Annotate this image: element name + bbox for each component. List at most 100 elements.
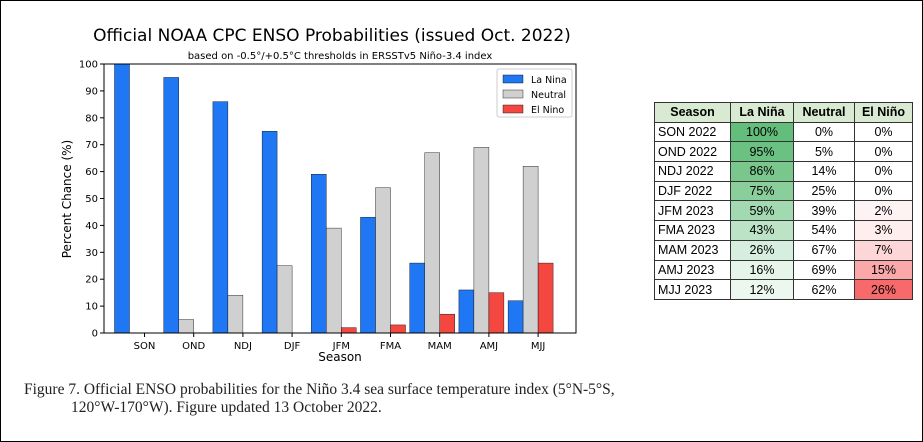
x-tick-label: OND [182, 341, 205, 352]
header-la-nina: La Niña [730, 102, 794, 123]
cell-season: JFM 2023 [654, 200, 731, 222]
cell-la-nina: 16% [730, 259, 794, 281]
bar-la-nina-mam [409, 262, 425, 334]
cell-season: SON 2022 [654, 121, 731, 143]
header-neutral: Neutral [793, 102, 855, 123]
legend-swatch-neutral [502, 89, 524, 99]
cell-neutral: 69% [793, 259, 855, 281]
cell-neutral: 0% [793, 121, 855, 143]
table-row: SON 2022 100% 0% 0% [654, 121, 913, 143]
y-tick-label: 10 [85, 302, 98, 313]
cell-el-nino: 0% [854, 180, 913, 202]
y-tick-label: 30 [85, 248, 98, 259]
cell-el-nino: 0% [854, 161, 913, 182]
y-tick-label: 60 [85, 167, 98, 178]
x-axis-label: Season [318, 350, 362, 364]
table-row: OND 2022 95% 5% 0% [654, 141, 913, 163]
caption-line-1: Figure 7. Official ENSO probabilities fo… [24, 381, 615, 398]
legend-swatch-la-nina [502, 74, 524, 84]
cell-la-nina: 59% [730, 200, 794, 222]
cell-season: MAM 2023 [654, 239, 731, 261]
bar-neutral-fma [375, 187, 391, 334]
bar-la-nina-jfm [311, 174, 327, 334]
cell-el-nino: 15% [854, 259, 913, 281]
figure-caption: Figure 7. Official ENSO probabilities fo… [24, 381, 664, 417]
bar-neutral-ndj [227, 295, 244, 334]
cell-season: MJJ 2023 [654, 279, 731, 300]
cell-neutral: 5% [793, 141, 855, 163]
x-tick-label: DJF [284, 341, 301, 352]
table-row: MAM 2023 26% 67% 7% [654, 239, 913, 261]
cell-neutral: 54% [793, 220, 855, 241]
cell-neutral: 39% [793, 200, 855, 222]
bar-neutral-jfm [326, 227, 342, 334]
bar-el-nino-mam [439, 313, 455, 334]
cell-el-nino: 3% [854, 220, 913, 241]
bar-la-nina-mjj [507, 300, 524, 334]
cell-neutral: 25% [793, 180, 855, 202]
cell-season: FMA 2023 [654, 220, 731, 241]
table-row: NDJ 2022 86% 14% 0% [654, 161, 913, 182]
x-tick-label: AMJ [480, 341, 498, 352]
enso-bar-chart: Official NOAA CPC ENSO Probabilities (is… [60, 26, 577, 364]
cell-season: NDJ 2022 [654, 161, 731, 182]
header-el-nino: El Niño [854, 102, 913, 123]
cell-season: DJF 2022 [654, 180, 731, 202]
bar-neutral-mam [424, 152, 440, 334]
cell-la-nina: 95% [730, 141, 794, 163]
cell-la-nina: 43% [730, 220, 794, 241]
table-row: JFM 2023 59% 39% 2% [654, 200, 913, 222]
x-tick-label: NDJ [234, 341, 252, 352]
legend-label-la-nina: La Nina [531, 75, 567, 86]
chart-title: Official NOAA CPC ENSO Probabilities (is… [93, 26, 571, 46]
probability-table-wrap: Season La Niña Neutral El Niño SON 2022 1… [654, 102, 913, 300]
chart-subtitle: based on -0.5°/+0.5°C thresholds in ERSS… [188, 51, 493, 62]
cell-el-nino: 26% [854, 279, 913, 300]
cell-el-nino: 0% [854, 141, 913, 163]
bar-neutral-amj [473, 147, 490, 334]
table-row: MJJ 2023 12% 62% 26% [654, 279, 913, 300]
cell-la-nina: 26% [730, 239, 794, 261]
x-tick-label: MAM [428, 341, 452, 352]
cell-la-nina: 86% [730, 161, 794, 182]
table-row: DJF 2022 75% 25% 0% [654, 180, 913, 202]
legend-label-el-nino: El Nino [531, 105, 564, 116]
header-season: Season [654, 102, 731, 123]
table-header-row: Season La Niña Neutral El Niño [654, 102, 913, 123]
cell-el-nino: 2% [854, 200, 913, 222]
bar-la-nina-djf [261, 131, 278, 334]
cell-el-nino: 0% [854, 121, 913, 143]
bar-el-nino-amj [488, 292, 505, 334]
bar-neutral-djf [276, 265, 293, 334]
y-tick-label: 80 [85, 113, 98, 124]
y-tick-label: 40 [85, 221, 98, 232]
cell-neutral: 67% [793, 239, 855, 261]
y-tick-label: 20 [85, 275, 98, 286]
bar-la-nina-son [114, 63, 130, 334]
bar-la-nina-ond [163, 77, 179, 334]
bar-el-nino-jfm [341, 327, 357, 334]
y-tick-label: 90 [85, 86, 98, 97]
x-tick-label: MJJ [531, 341, 546, 352]
bar-neutral-ond [178, 319, 194, 334]
x-tick-label: JFM [332, 341, 350, 352]
y-tick-label: 50 [85, 194, 98, 205]
bar-neutral-mjj [522, 166, 539, 334]
y-tick-label: 0 [92, 329, 98, 340]
legend-label-neutral: Neutral [531, 90, 566, 101]
y-tick-label: 100 [79, 60, 98, 71]
bar-la-nina-amj [458, 289, 475, 334]
cell-season: AMJ 2023 [654, 259, 731, 281]
y-axis-label: Percent Chance (%) [60, 140, 74, 258]
bar-el-nino-fma [390, 324, 406, 334]
cell-neutral: 14% [793, 161, 855, 182]
cell-la-nina: 75% [730, 180, 794, 202]
table-body: SON 2022 100% 0% 0% OND 2022 95% 5% 0% NDJ 2022 8… [654, 121, 913, 300]
y-tick-label: 70 [85, 140, 98, 151]
cell-season: OND 2022 [654, 141, 731, 163]
probability-table: Season La Niña Neutral El Niño SON 2022 1… [654, 102, 913, 300]
bar-la-nina-ndj [212, 101, 229, 334]
cell-la-nina: 100% [730, 121, 794, 143]
bar-la-nina-fma [360, 217, 376, 334]
